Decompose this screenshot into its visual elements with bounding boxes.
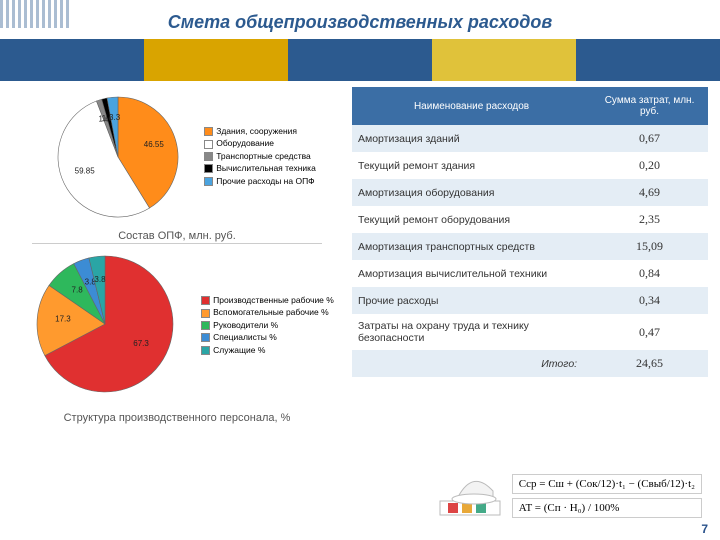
slice-label: 67.3	[133, 339, 149, 348]
banner-stripe	[0, 39, 144, 81]
pie2-legend: Производственные рабочие %Вспомогательны…	[201, 295, 334, 357]
page-number: 7	[701, 522, 708, 536]
table-row-value: 0,20	[591, 152, 708, 179]
table-row-value: 0,47	[591, 314, 708, 350]
col-header-name: Наименование расходов	[352, 87, 591, 125]
table-row-name: Текущий ремонт оборудования	[352, 206, 591, 233]
slice-label: 17.3	[55, 314, 71, 323]
table-row-name: Амортизация транспортных средств	[352, 233, 591, 260]
table-row-name: Амортизация оборудования	[352, 179, 591, 206]
slice-label: 46.55	[144, 140, 165, 149]
banner-stripe	[576, 39, 720, 81]
formula-2: AT = (Cп · H₀) / 100%	[512, 498, 702, 518]
slice-label: 3.3	[109, 113, 121, 122]
table-row-name: Амортизация вычислительной техники	[352, 260, 591, 287]
pie2-svg: 67.317.37.83.83.8	[20, 246, 195, 406]
table-row-value: 0,67	[591, 125, 708, 152]
legend-item: Вспомогательные рабочие %	[201, 307, 334, 318]
table-row-value: 15,09	[591, 233, 708, 260]
pie-chart-2: 67.317.37.83.83.8 Производственные рабоч…	[20, 246, 334, 406]
table-row-value: 0,34	[591, 287, 708, 314]
pie1-legend: Здания, сооруженияОборудование Транспортн…	[204, 126, 316, 188]
table-row-value: 4,69	[591, 179, 708, 206]
banner-stripe	[432, 39, 576, 81]
pie1-caption: Состав ОПФ, млн. руб.	[32, 230, 322, 244]
total-label: Итого:	[352, 350, 591, 377]
col-header-value: Сумма затрат, млн. руб.	[591, 87, 708, 125]
legend-item: Транспортные средства	[204, 151, 316, 162]
formula-area: Cср = Cш + (Cок/12)·t₁ − (Cвыб/12)·t₂ AT…	[438, 467, 702, 522]
slice-label: 7.8	[72, 285, 84, 294]
hardhat-icon	[438, 467, 508, 522]
pie-chart-1: 46.5559.851.651.653.3 Здания, сооружения…	[38, 87, 316, 227]
legend-item: Здания, сооружения	[204, 126, 316, 137]
legend-item: Служащие %	[201, 345, 334, 356]
legend-item: Руководители %	[201, 320, 334, 331]
banner-stripe	[144, 39, 288, 81]
page-title: Смета общепроизводственных расходов	[0, 0, 720, 39]
total-value: 24,65	[591, 350, 708, 377]
table-row-name: Амортизация зданий	[352, 125, 591, 152]
table-row-value: 2,35	[591, 206, 708, 233]
legend-item: Оборудование	[204, 138, 316, 149]
pie1-svg: 46.5559.851.651.653.3	[38, 87, 198, 227]
slice-label: 3.8	[95, 275, 107, 284]
legend-item: Вычислительная техника	[204, 163, 316, 174]
banner-stripe	[288, 39, 432, 81]
legend-item: Прочие расходы на ОПФ	[204, 176, 316, 187]
pie2-caption: Структура производственного персонала, %	[32, 412, 322, 425]
legend-item: Специалисты %	[201, 332, 334, 343]
legend-item: Производственные рабочие %	[201, 295, 334, 306]
header-banner	[0, 39, 720, 81]
table-row-name: Прочие расходы	[352, 287, 591, 314]
costs-table: Наименование расходов Сумма затрат, млн.…	[352, 87, 708, 377]
table-row-name: Текущий ремонт здания	[352, 152, 591, 179]
slice-label: 59.85	[75, 167, 96, 176]
formula-1: Cср = Cш + (Cок/12)·t₁ − (Cвыб/12)·t₂	[512, 474, 702, 494]
corner-decoration	[0, 0, 70, 28]
table-row-value: 0,84	[591, 260, 708, 287]
table-row-name: Затраты на охрану труда и технику безопа…	[352, 314, 591, 350]
